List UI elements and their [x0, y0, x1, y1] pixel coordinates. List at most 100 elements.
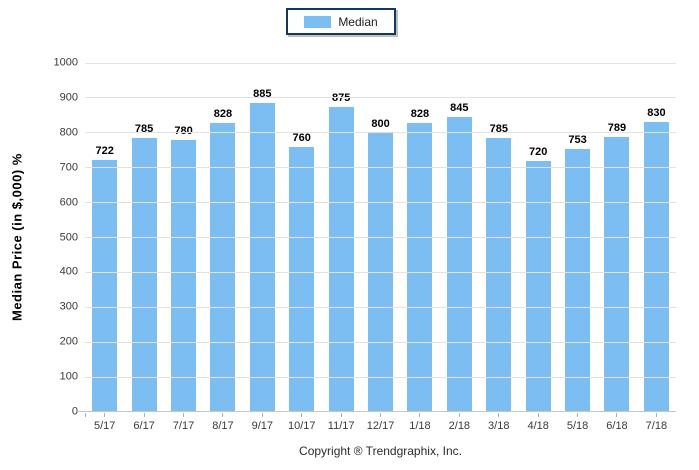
x-tick-slot [203, 413, 242, 418]
bar-median-1/18 [407, 123, 433, 412]
gridline-700 [85, 167, 676, 169]
legend-swatch-median [304, 15, 332, 28]
gridline-400 [85, 271, 676, 273]
x-tick-slot [243, 413, 282, 418]
x-tick-label-5/18: 5/18 [566, 420, 589, 432]
bar-median-3/18 [486, 138, 512, 412]
x-tick-label-5/17: 5/17 [93, 420, 116, 432]
x-tick-6/17 [143, 413, 145, 417]
x-tick-label-2/18: 2/18 [448, 420, 471, 432]
y-axis-title: Median Price (in $,000) % [9, 153, 25, 322]
x-tick-label-4/18: 4/18 [527, 420, 549, 432]
x-tick-slot [321, 413, 360, 418]
x-tick-5/18 [577, 413, 579, 417]
x-tick-7/18 [655, 413, 657, 417]
x-tick-label-10/17: 10/17 [287, 420, 316, 432]
x-tick-9/17 [261, 413, 263, 417]
x-axis-ticks [85, 413, 676, 418]
x-tick-label-3/18: 3/18 [488, 420, 510, 432]
bar-value-label: 785 [489, 123, 508, 136]
bar-median-11/17 [328, 106, 354, 412]
x-tick-label-7/17: 7/17 [172, 420, 195, 432]
bar-median-7/17 [171, 139, 197, 412]
y-tick-label-500: 500 [59, 231, 78, 243]
y-tick-label-700: 700 [59, 161, 78, 174]
bar-slot-5/17: 722 [85, 63, 124, 412]
bar-value-label: 800 [371, 117, 390, 130]
x-tick-2/18 [458, 413, 460, 417]
bar-value-label: 785 [134, 123, 154, 136]
x-tick-label-9/17: 9/17 [251, 420, 274, 432]
x-axis-line [77, 411, 676, 412]
x-tick-3/18 [498, 413, 500, 417]
y-tick-label-100: 100 [59, 370, 78, 383]
x-tick-label-12/17: 12/17 [366, 420, 395, 432]
x-tick-slot [361, 413, 400, 418]
gridline-300 [85, 306, 676, 308]
y-tick-label-800: 800 [59, 126, 78, 139]
y-tick-label-300: 300 [59, 300, 78, 313]
x-tick-label-7/18: 7/18 [645, 420, 668, 432]
gridline-900 [85, 97, 676, 99]
bar-value-label: 780 [174, 124, 193, 137]
x-tick-4/18 [537, 413, 539, 417]
y-tick-label-400: 400 [59, 265, 78, 278]
bar-median-2/18 [446, 117, 472, 412]
x-axis-labels: 5/17 6/17 7/17 8/17 9/17 10/17 11/17 12/17 1/18 2… [85, 420, 676, 432]
legend-label-median: Median [338, 14, 378, 29]
y-tick-label-600: 600 [59, 196, 78, 209]
x-tick-label-1/18: 1/18 [409, 420, 431, 432]
bar-slot-6/17: 785 [124, 63, 163, 412]
bar-slot-5/18: 753 [558, 63, 597, 412]
bar-slot-7/18: 830 [637, 63, 676, 412]
x-tick-11/17 [340, 413, 342, 417]
gridline-600 [85, 202, 676, 204]
bar-slot-1/18: 828 [400, 63, 439, 412]
x-tick-10/17 [301, 413, 303, 417]
x-tick-slot [637, 413, 676, 418]
bar-slot-6/18: 789 [597, 63, 636, 412]
x-tick-label-6/17: 6/17 [133, 420, 155, 432]
bar-value-label: 722 [95, 145, 114, 158]
x-tick-slot [400, 413, 439, 418]
x-tick-label-8/17: 8/17 [212, 420, 234, 432]
gridline-200 [85, 341, 676, 343]
plot-area: 722 785 780 828 885 760 875 800 828 845 785 720 753 7… [77, 62, 676, 412]
x-tick-slot [85, 413, 124, 418]
bar-value-label: 830 [647, 107, 666, 120]
bar-value-label: 760 [292, 131, 311, 144]
y-tick-label-0: 0 [71, 405, 78, 418]
bar-value-label: 720 [528, 145, 548, 158]
x-tick-6/18 [616, 413, 618, 417]
bars-container: 722 785 780 828 885 760 875 800 828 845 785 720 753 7… [85, 63, 676, 412]
bar-median-7/18 [643, 122, 669, 412]
bar-slot-10/17: 760 [282, 63, 321, 412]
bar-median-6/18 [604, 136, 630, 412]
x-tick-12/17 [380, 413, 382, 417]
bar-median-5/18 [565, 149, 591, 412]
bar-median-6/17 [131, 138, 157, 412]
x-tick-5/17 [104, 413, 106, 417]
x-tick-slot [440, 413, 479, 418]
bar-value-label: 789 [607, 121, 627, 134]
gridline-500 [85, 237, 676, 238]
legend: Median [286, 8, 396, 35]
bar-slot-3/18: 785 [479, 63, 518, 412]
x-tick-slot [124, 413, 163, 418]
bar-value-label: 845 [450, 102, 469, 115]
x-tick-slot [558, 413, 597, 418]
x-tick-slot [518, 413, 557, 418]
x-tick-slot [479, 413, 518, 418]
y-tick-label-200: 200 [59, 335, 78, 348]
gridline-1000 [85, 62, 676, 64]
bar-slot-7/17: 780 [164, 63, 203, 412]
bar-median-10/17 [289, 146, 315, 412]
bar-value-label: 885 [253, 88, 272, 101]
gridline-800 [85, 132, 676, 134]
bar-median-4/18 [525, 160, 551, 412]
bar-median-5/17 [92, 160, 118, 412]
y-tick-label-900: 900 [59, 91, 78, 104]
x-tick-slot [164, 413, 203, 418]
bar-value-label: 828 [213, 108, 233, 121]
